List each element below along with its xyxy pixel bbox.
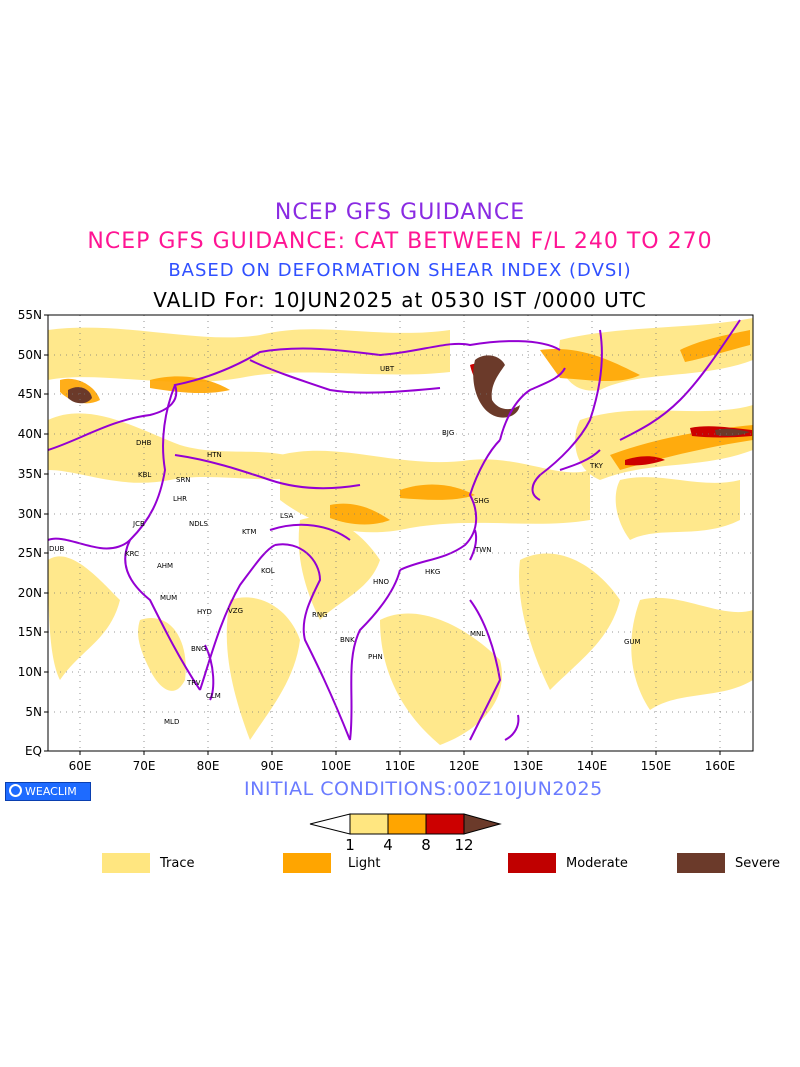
- colorbar-tick: 4: [383, 836, 393, 854]
- lon-label: 160E: [704, 759, 736, 773]
- city-label: BJG: [442, 429, 455, 437]
- city-label: MUM: [160, 594, 178, 602]
- logo-text: WEACLIM: [25, 785, 77, 798]
- lon-label: 140E: [576, 759, 608, 773]
- city-label: GUM: [624, 638, 641, 646]
- lon-label: 120E: [448, 759, 480, 773]
- legend-label-light: Light: [348, 856, 381, 871]
- city-label: RNG: [312, 611, 328, 619]
- city-label: KOL: [261, 567, 275, 575]
- city-label: DHB: [136, 439, 152, 447]
- colorbar-segment-light: [387, 813, 427, 835]
- city-label: PHN: [368, 653, 383, 661]
- city-label: VZG: [228, 607, 244, 615]
- lat-label: EQ: [24, 744, 42, 758]
- turbulence-map: [44, 314, 754, 755]
- colorbar-tick: 8: [421, 836, 431, 854]
- city-label: LSA: [280, 512, 294, 520]
- city-label: BNG: [191, 645, 207, 653]
- map-field: [48, 315, 753, 751]
- city-label: HNO: [373, 578, 390, 586]
- initial-conditions: INITIAL CONDITIONS:00Z10JUN2025: [244, 778, 603, 800]
- colorbar-high-arrow: [463, 813, 502, 835]
- city-label: LHR: [173, 495, 188, 503]
- legend-label-moderate: Moderate: [566, 856, 628, 871]
- colorbar-tick: 1: [345, 836, 355, 854]
- lat-label: 30N: [17, 507, 42, 521]
- lat-label: 20N: [17, 586, 42, 600]
- city-label: SHG: [474, 497, 490, 505]
- city-label: AHM: [157, 562, 174, 570]
- lon-label: 130E: [512, 759, 544, 773]
- city-label: HYD: [197, 608, 212, 616]
- lat-label: 45N: [17, 387, 42, 401]
- city-label: SRN: [176, 476, 191, 484]
- city-label: TWN: [475, 546, 492, 554]
- colorbar-tick: 12: [454, 836, 474, 854]
- lat-label: 25N: [17, 546, 42, 560]
- legend-label-severe: Severe: [735, 856, 780, 871]
- city-label: DUB: [49, 545, 65, 553]
- title-line-1: NCEP GFS GUIDANCE: [274, 200, 526, 225]
- legend-swatch-light: [283, 853, 331, 873]
- city-label: UBT: [380, 365, 395, 373]
- city-label: KBL: [138, 471, 152, 479]
- severe-areas: [68, 355, 750, 436]
- lat-label: 35N: [17, 467, 42, 481]
- weaclim-logo: WEACLIM: [5, 782, 91, 801]
- city-label: TRV: [187, 679, 201, 687]
- lon-label: 80E: [196, 759, 220, 773]
- city-label: MNL: [470, 630, 486, 638]
- lat-label: 10N: [17, 665, 42, 679]
- city-label: KTM: [242, 528, 257, 536]
- lon-label: 110E: [384, 759, 416, 773]
- title-line-3: BASED ON DEFORMATION SHEAR INDEX (DVSI): [168, 260, 632, 281]
- valid-time: VALID For: 10JUN2025 at 0530 IST /0000 U…: [153, 288, 647, 312]
- lat-label: 40N: [17, 427, 42, 441]
- city-label: TKY: [590, 462, 603, 470]
- lon-label: 100E: [320, 759, 352, 773]
- legend-swatch-severe: [677, 853, 725, 873]
- colorbar-segment-moderate: [425, 813, 465, 835]
- legend-label-trace: Trace: [160, 856, 195, 871]
- lat-label: 15N: [17, 625, 42, 639]
- lon-label: 150E: [640, 759, 672, 773]
- lat-label: 5N: [25, 705, 42, 719]
- city-label: MLD: [164, 718, 180, 726]
- city-label: NDLS: [189, 520, 208, 528]
- colorbar-segment-trace: [349, 813, 389, 835]
- legend-swatch-moderate: [508, 853, 556, 873]
- city-label: JCB: [133, 520, 145, 528]
- axis-ticks: [44, 314, 721, 755]
- colorbar-low-arrow: [309, 813, 351, 835]
- city-label: CLM: [206, 692, 221, 700]
- lat-label: 50N: [17, 348, 42, 362]
- lat-label: 55N: [17, 308, 42, 322]
- colorbar: [309, 813, 502, 835]
- city-label: BNK: [340, 636, 355, 644]
- lon-label: 60E: [68, 759, 92, 773]
- legend-swatch-trace: [102, 853, 150, 873]
- logo-ring-icon: [9, 784, 22, 797]
- title-line-2: NCEP GFS GUIDANCE: CAT BETWEEN F/L 240 T…: [87, 229, 713, 254]
- city-label: KRC: [125, 550, 139, 558]
- grid-lines: [48, 315, 753, 751]
- lon-label: 90E: [260, 759, 284, 773]
- lon-label: 70E: [132, 759, 156, 773]
- city-label: HTN: [207, 451, 222, 459]
- city-label: HKG: [425, 568, 441, 576]
